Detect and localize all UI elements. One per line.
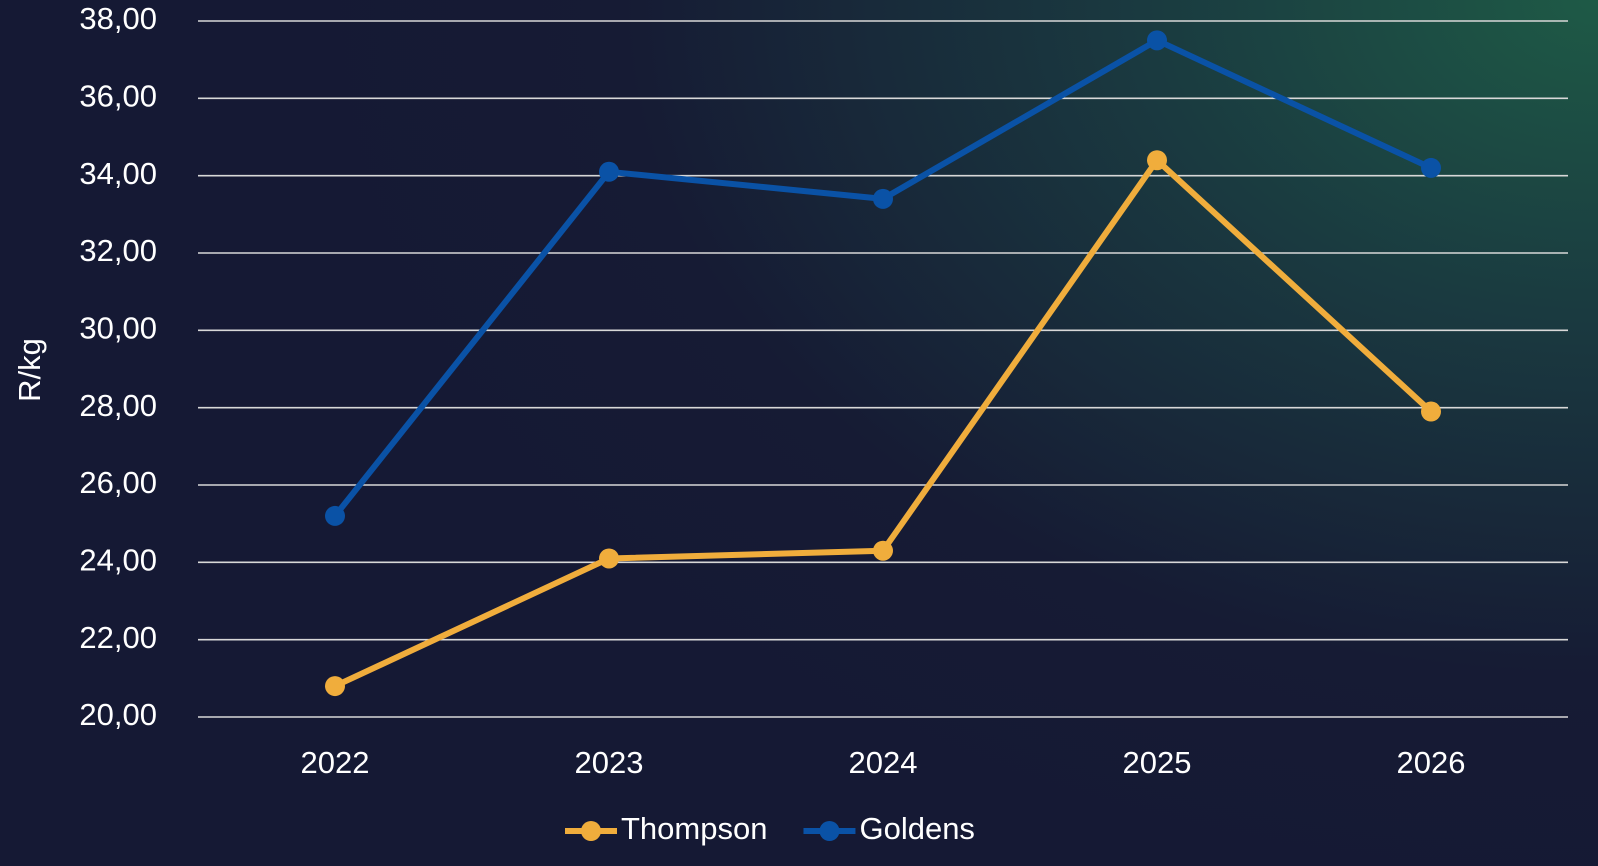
y-tick-label: 36,00 bbox=[79, 79, 157, 114]
series-line bbox=[333, 157, 1434, 689]
data-point bbox=[873, 540, 893, 561]
series-line bbox=[332, 37, 1433, 518]
data-point bbox=[873, 188, 893, 209]
y-tick-label: 38,00 bbox=[79, 1, 157, 36]
y-tick-label: 20,00 bbox=[79, 697, 157, 732]
data-point bbox=[325, 676, 345, 697]
data-point bbox=[1421, 401, 1441, 422]
data-point bbox=[1147, 150, 1167, 171]
y-tick-label: 22,00 bbox=[79, 620, 157, 655]
data-point bbox=[325, 505, 345, 526]
data-point bbox=[1421, 157, 1441, 178]
x-tick-label: 2025 bbox=[1123, 745, 1192, 780]
y-axis-label: R/kg bbox=[12, 338, 47, 402]
legend-label: Goldens bbox=[859, 811, 974, 846]
data-point bbox=[599, 161, 619, 182]
legend-marker bbox=[819, 821, 840, 841]
x-tick-label: 2024 bbox=[849, 745, 918, 780]
x-tick-label: 2022 bbox=[301, 745, 370, 780]
data-point bbox=[599, 548, 619, 569]
y-tick-label: 26,00 bbox=[79, 465, 157, 500]
y-tick-label: 24,00 bbox=[79, 543, 157, 578]
y-tick-label: 34,00 bbox=[79, 156, 157, 191]
y-tick-label: 28,00 bbox=[79, 388, 157, 423]
y-tick-label: 32,00 bbox=[79, 233, 157, 268]
x-tick-label: 2026 bbox=[1397, 745, 1466, 780]
x-tick-label: 2023 bbox=[575, 745, 644, 780]
data-point bbox=[1147, 30, 1167, 51]
y-tick-label: 30,00 bbox=[79, 311, 157, 346]
legend-label: Thompson bbox=[621, 811, 767, 846]
legend-marker bbox=[581, 821, 601, 841]
